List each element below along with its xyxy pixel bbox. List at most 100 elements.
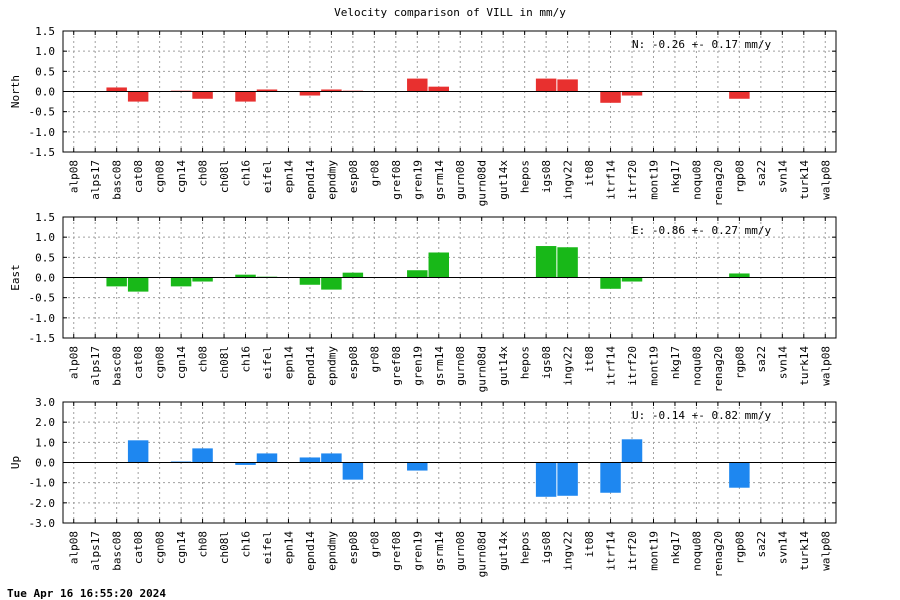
footer-timestamp: Tue Apr 16 16:55:20 2024 <box>7 587 166 600</box>
x-tick-label: it08 <box>583 531 596 558</box>
x-tick-label: alp08 <box>68 160 81 193</box>
x-tick-label: ch16 <box>240 346 253 373</box>
x-tick-label: eifel <box>261 531 274 564</box>
x-tick-label: itrf20 <box>626 160 639 200</box>
y-tick-label: -2.0 <box>29 497 56 510</box>
x-tick-label: ingv22 <box>562 160 575 200</box>
x-tick-label: basc08 <box>111 160 124 200</box>
y-axis-label: North <box>9 75 22 108</box>
x-tick-label: gren19 <box>411 531 424 571</box>
x-tick-label: gref08 <box>390 346 403 386</box>
bar-ingv22 <box>557 79 578 92</box>
x-tick-label: alps17 <box>89 531 102 571</box>
x-tick-label: ch16 <box>240 160 253 187</box>
bar-basc08 <box>106 277 127 287</box>
bar-rgp08 <box>729 91 750 99</box>
x-tick-label: itrf14 <box>605 531 618 571</box>
plot-frame <box>62 216 837 339</box>
y-tick-label: 0.0 <box>35 457 55 470</box>
y-tick-label: 0.5 <box>35 251 55 264</box>
bar-epndmy <box>321 89 342 92</box>
bar-itrf20 <box>621 91 643 96</box>
y-tick-label: 3.0 <box>35 396 55 409</box>
x-tick-label: ch08 <box>197 346 210 373</box>
x-tick-label: noqu08 <box>690 346 703 386</box>
x-tick-label: hepos <box>519 160 532 193</box>
x-tick-label: cgn08 <box>154 160 167 193</box>
x-tick-label: walp08 <box>819 531 832 571</box>
x-tick-label: eifel <box>261 346 274 379</box>
y-tick-label: 0.0 <box>35 86 55 99</box>
x-tick-label: cgn08 <box>154 531 167 564</box>
x-tick-label: itrf14 <box>605 160 618 200</box>
x-tick-label: basc08 <box>111 346 124 386</box>
x-tick-label: gref08 <box>390 160 403 200</box>
y-tick-label: -1.0 <box>29 312 56 325</box>
x-tick-label: epnd14 <box>304 160 317 200</box>
x-tick-label: esp08 <box>347 531 360 564</box>
x-tick-label: cgn08 <box>154 346 167 379</box>
x-tick-label: rgp08 <box>733 346 746 379</box>
plot-frame <box>62 401 837 524</box>
x-tick-label: igs08 <box>540 346 553 379</box>
bar-itrf14 <box>600 91 621 103</box>
x-tick-label: ch08l <box>218 346 231 379</box>
bar-gren19 <box>407 78 428 92</box>
x-tick-label: gr08 <box>368 531 381 558</box>
bar-ch08 <box>192 448 213 463</box>
x-tick-label: rgp08 <box>733 160 746 193</box>
x-tick-label: ch08l <box>218 160 231 193</box>
x-tick-label: epnd14 <box>304 346 317 386</box>
bar-ch16 <box>235 462 256 465</box>
x-tick-label: mont19 <box>647 531 660 571</box>
bar-itrf14 <box>600 277 621 289</box>
x-tick-label: itrf14 <box>605 346 618 386</box>
y-tick-label: 2.0 <box>35 416 55 429</box>
x-tick-label: ingv22 <box>562 346 575 386</box>
y-tick-label: -0.5 <box>29 106 56 119</box>
x-tick-label: gsrm14 <box>433 160 446 200</box>
x-tick-label: gren19 <box>411 160 424 200</box>
x-tick-label: gurn08d <box>476 531 489 577</box>
x-tick-label: rgp08 <box>733 531 746 564</box>
y-axis-label: East <box>9 264 22 291</box>
y-tick-label: -0.5 <box>29 292 56 305</box>
bar-itrf20 <box>621 439 643 463</box>
bar-igs08 <box>535 246 557 278</box>
x-tick-label: cgn14 <box>175 531 188 564</box>
plot-frame <box>62 30 837 153</box>
y-tick-label: -1.0 <box>29 126 56 139</box>
bar-eifel <box>256 89 278 92</box>
x-tick-label: nkg17 <box>669 160 682 193</box>
x-tick-label: turk14 <box>798 160 811 200</box>
x-tick-label: turk14 <box>798 531 811 571</box>
x-tick-label: cgn14 <box>175 160 188 193</box>
x-tick-label: hepos <box>519 531 532 564</box>
x-tick-label: nkg17 <box>669 346 682 379</box>
x-tick-label: sa22 <box>755 346 768 373</box>
y-tick-label: -1.0 <box>29 477 56 490</box>
bar-ch16 <box>235 91 256 102</box>
bar-epnd14 <box>299 277 321 285</box>
bar-esp08 <box>342 272 364 278</box>
bar-epndmy <box>321 453 342 463</box>
x-tick-label: eifel <box>261 160 274 193</box>
bar-epndmy <box>321 277 342 290</box>
x-tick-label: igs08 <box>540 531 553 564</box>
bar-cat08 <box>127 277 149 292</box>
x-tick-label: gr08 <box>368 160 381 187</box>
x-tick-label: epn14 <box>282 346 295 379</box>
bar-ingv22 <box>557 462 578 496</box>
bar-basc08 <box>106 87 127 92</box>
x-tick-label: gurn08d <box>476 346 489 392</box>
bar-cgn14 <box>170 277 192 287</box>
x-tick-label: epndmy <box>325 531 338 571</box>
x-tick-label: epndmy <box>325 346 338 386</box>
bar-ch08 <box>192 91 213 99</box>
x-tick-label: cgn14 <box>175 346 188 379</box>
x-tick-label: it08 <box>583 346 596 373</box>
y-tick-label: 0.0 <box>35 272 55 285</box>
bar-ingv22 <box>557 247 578 278</box>
y-tick-label: -3.0 <box>29 517 56 530</box>
bar-eifel <box>256 453 278 463</box>
